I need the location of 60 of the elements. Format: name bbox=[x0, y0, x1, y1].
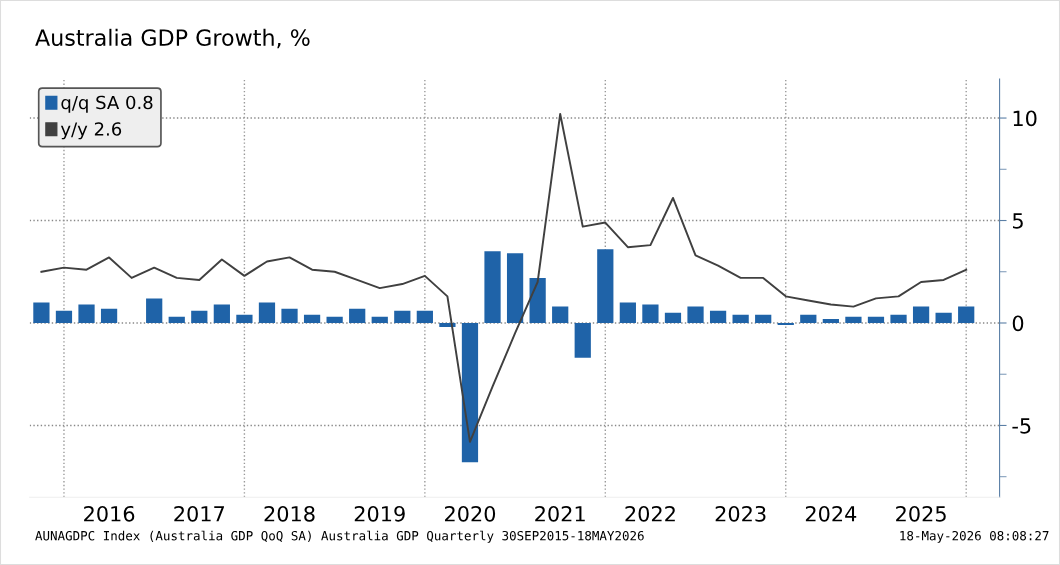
bar bbox=[33, 302, 50, 323]
bar bbox=[890, 314, 907, 323]
bar bbox=[146, 298, 163, 323]
bar bbox=[732, 314, 749, 323]
bar bbox=[191, 310, 208, 323]
legend-label: y/y 2.6 bbox=[60, 122, 122, 140]
bar bbox=[777, 322, 794, 326]
bar bbox=[597, 249, 614, 323]
bar bbox=[958, 306, 975, 323]
bar bbox=[281, 308, 298, 323]
x-tick-label: 2017 bbox=[174, 505, 225, 522]
bar bbox=[664, 312, 682, 323]
x-tick-label: 2020 bbox=[444, 505, 496, 522]
bar bbox=[642, 304, 659, 323]
bar bbox=[100, 308, 118, 323]
bar bbox=[687, 306, 704, 323]
bar bbox=[484, 251, 501, 323]
bar bbox=[258, 302, 276, 323]
bar bbox=[326, 316, 343, 323]
x-tick-label: 2018 bbox=[264, 505, 315, 522]
bar bbox=[822, 318, 839, 323]
legend-label: q/q SA 0.8 bbox=[61, 95, 153, 113]
bar bbox=[506, 253, 524, 323]
line-series bbox=[40, 112, 968, 443]
x-tick-label: 2021 bbox=[535, 505, 585, 522]
y-tick-label: 5 bbox=[1012, 213, 1023, 229]
x-tick-label: 2019 bbox=[354, 505, 405, 522]
x-tick-label: 2024 bbox=[805, 505, 857, 522]
bar bbox=[213, 304, 230, 323]
y-tick-label: 0 bbox=[1012, 315, 1024, 332]
bar bbox=[574, 322, 591, 358]
bar bbox=[371, 316, 388, 323]
x-tick-label: 2025 bbox=[896, 505, 946, 522]
bar bbox=[529, 277, 546, 323]
bar bbox=[709, 310, 727, 323]
x-tick-label: 2022 bbox=[625, 505, 675, 522]
bar bbox=[461, 322, 479, 463]
bar bbox=[303, 314, 321, 323]
bar bbox=[755, 314, 772, 323]
bar bbox=[935, 312, 952, 323]
x-tick-label: 2016 bbox=[84, 505, 135, 522]
bar bbox=[78, 304, 95, 323]
bar bbox=[394, 310, 411, 323]
bar bbox=[236, 314, 253, 323]
bar bbox=[168, 316, 185, 323]
bar bbox=[552, 306, 569, 323]
x-tick-label: 2023 bbox=[715, 505, 766, 522]
bar bbox=[845, 316, 862, 323]
bar bbox=[912, 306, 930, 323]
bar bbox=[619, 302, 636, 323]
text: AUNAGDPC Index (Australia GDP QoQ SA) Australia GDP Quarterly 30SEP2015-18MAY2026 bbox=[35, 530, 644, 543]
bar bbox=[867, 316, 885, 323]
chart-title: Australia GDP Growth, % bbox=[35, 28, 310, 49]
bar bbox=[349, 308, 366, 323]
bar bbox=[800, 314, 817, 323]
text: 18-May-2026 08:08:27 bbox=[900, 530, 1049, 543]
y-tick-label: 10 bbox=[1013, 110, 1037, 127]
bar bbox=[416, 310, 433, 323]
y-tick-label: -5 bbox=[1012, 418, 1031, 434]
bar bbox=[55, 310, 73, 323]
